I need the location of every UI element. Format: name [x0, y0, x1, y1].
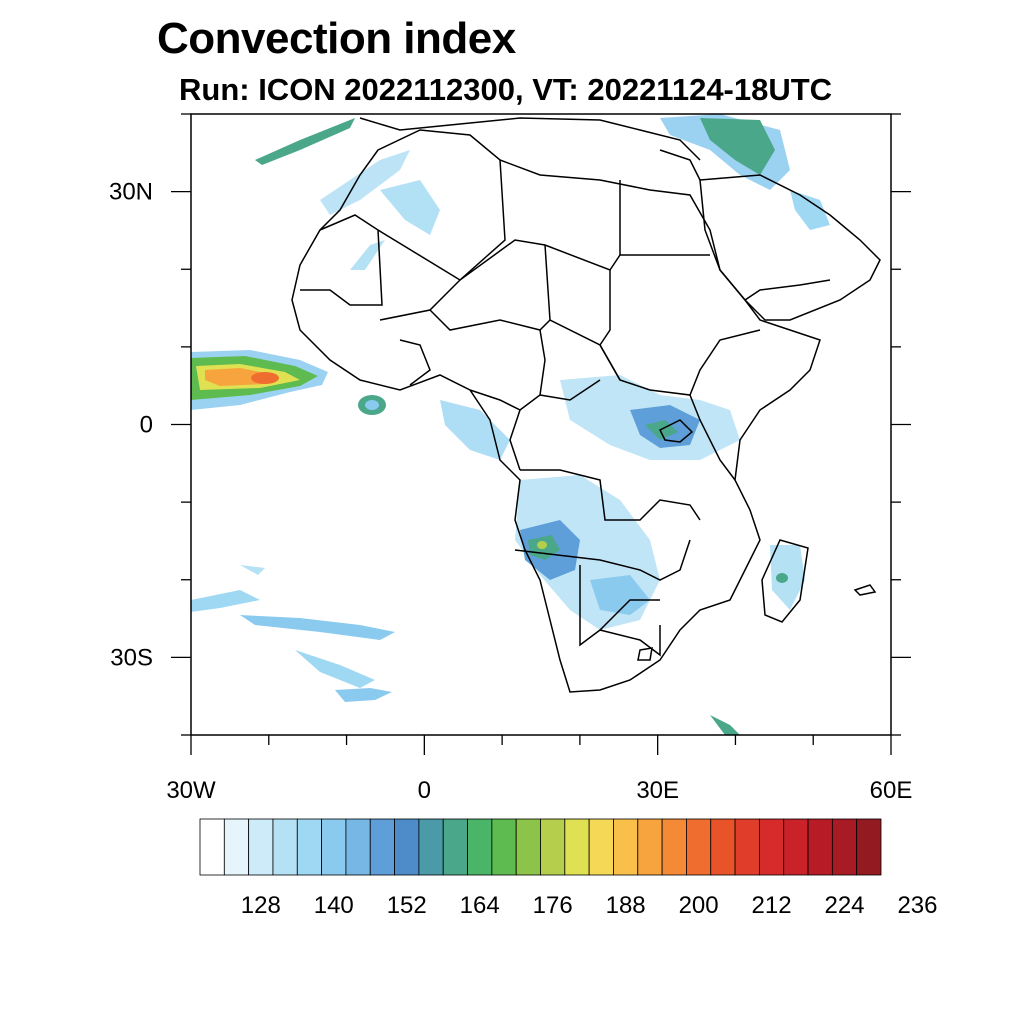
- colorbar-swatch: [515, 818, 541, 876]
- colorbar-label: 224: [824, 892, 864, 919]
- colorbar-swatch: [783, 818, 809, 876]
- lon-label: 30E: [636, 777, 679, 804]
- colorbar-swatch: [321, 818, 347, 876]
- colorbar-swatch: [661, 818, 687, 876]
- colorbar-label: 200: [679, 892, 719, 919]
- colorbar: 128 140 152 164 176 188 200 212 224 236: [199, 818, 938, 919]
- colorbar-swatch: [248, 818, 274, 876]
- colorbar-swatch: [637, 818, 663, 876]
- colorbar-swatch: [856, 818, 882, 876]
- colorbar-swatch: [442, 818, 468, 876]
- colorbar-swatch: [345, 818, 371, 876]
- colorbar-swatch: [734, 818, 760, 876]
- colorbar-swatch: [588, 818, 614, 876]
- colorbar-label: 164: [460, 892, 500, 919]
- chart-subtitle: Run: ICON 2022112300, VT: 20221124-18UTC: [179, 72, 833, 107]
- colorbar-swatch: [491, 818, 517, 876]
- convection-shading: [191, 114, 830, 735]
- colorbar-label: 152: [387, 892, 427, 919]
- colorbar-label: 236: [897, 892, 937, 919]
- chart-title: Convection index: [157, 14, 516, 63]
- colorbar-swatch: [369, 818, 395, 876]
- colorbar-label: 188: [606, 892, 646, 919]
- lat-label: 0: [140, 412, 153, 439]
- map-frame: [190, 113, 892, 736]
- colorbar-label: 176: [533, 892, 573, 919]
- colorbar-swatch: [807, 818, 833, 876]
- colorbar-swatch: [613, 818, 639, 876]
- colorbar-swatch: [686, 818, 712, 876]
- lon-label: 0: [418, 777, 431, 804]
- colorbar-swatch: [831, 818, 858, 876]
- lat-label: 30N: [109, 179, 153, 206]
- colorbar-swatch: [199, 818, 225, 876]
- lon-label: 60E: [870, 777, 913, 804]
- colorbar-label: 140: [314, 892, 354, 919]
- colorbar-swatch: [223, 818, 250, 876]
- colorbar-label: 128: [241, 892, 281, 919]
- colorbar-swatch: [467, 818, 493, 876]
- colorbar-swatch: [418, 818, 444, 876]
- colorbar-swatch: [758, 818, 785, 876]
- colorbar-swatch: [296, 818, 323, 876]
- colorbar-swatch: [710, 818, 736, 876]
- colorbar-swatch: [564, 818, 590, 876]
- map-axes: 30W 0 30E 60E 30N 0 30S: [109, 113, 913, 804]
- lon-label: 30W: [166, 777, 216, 804]
- colorbar-swatch: [272, 818, 298, 876]
- colorbar-swatch: [394, 818, 420, 876]
- colorbar-label: 212: [752, 892, 792, 919]
- lat-label: 30S: [110, 644, 153, 671]
- colorbar-swatch: [540, 818, 566, 876]
- coastlines-borders: [291, 117, 881, 693]
